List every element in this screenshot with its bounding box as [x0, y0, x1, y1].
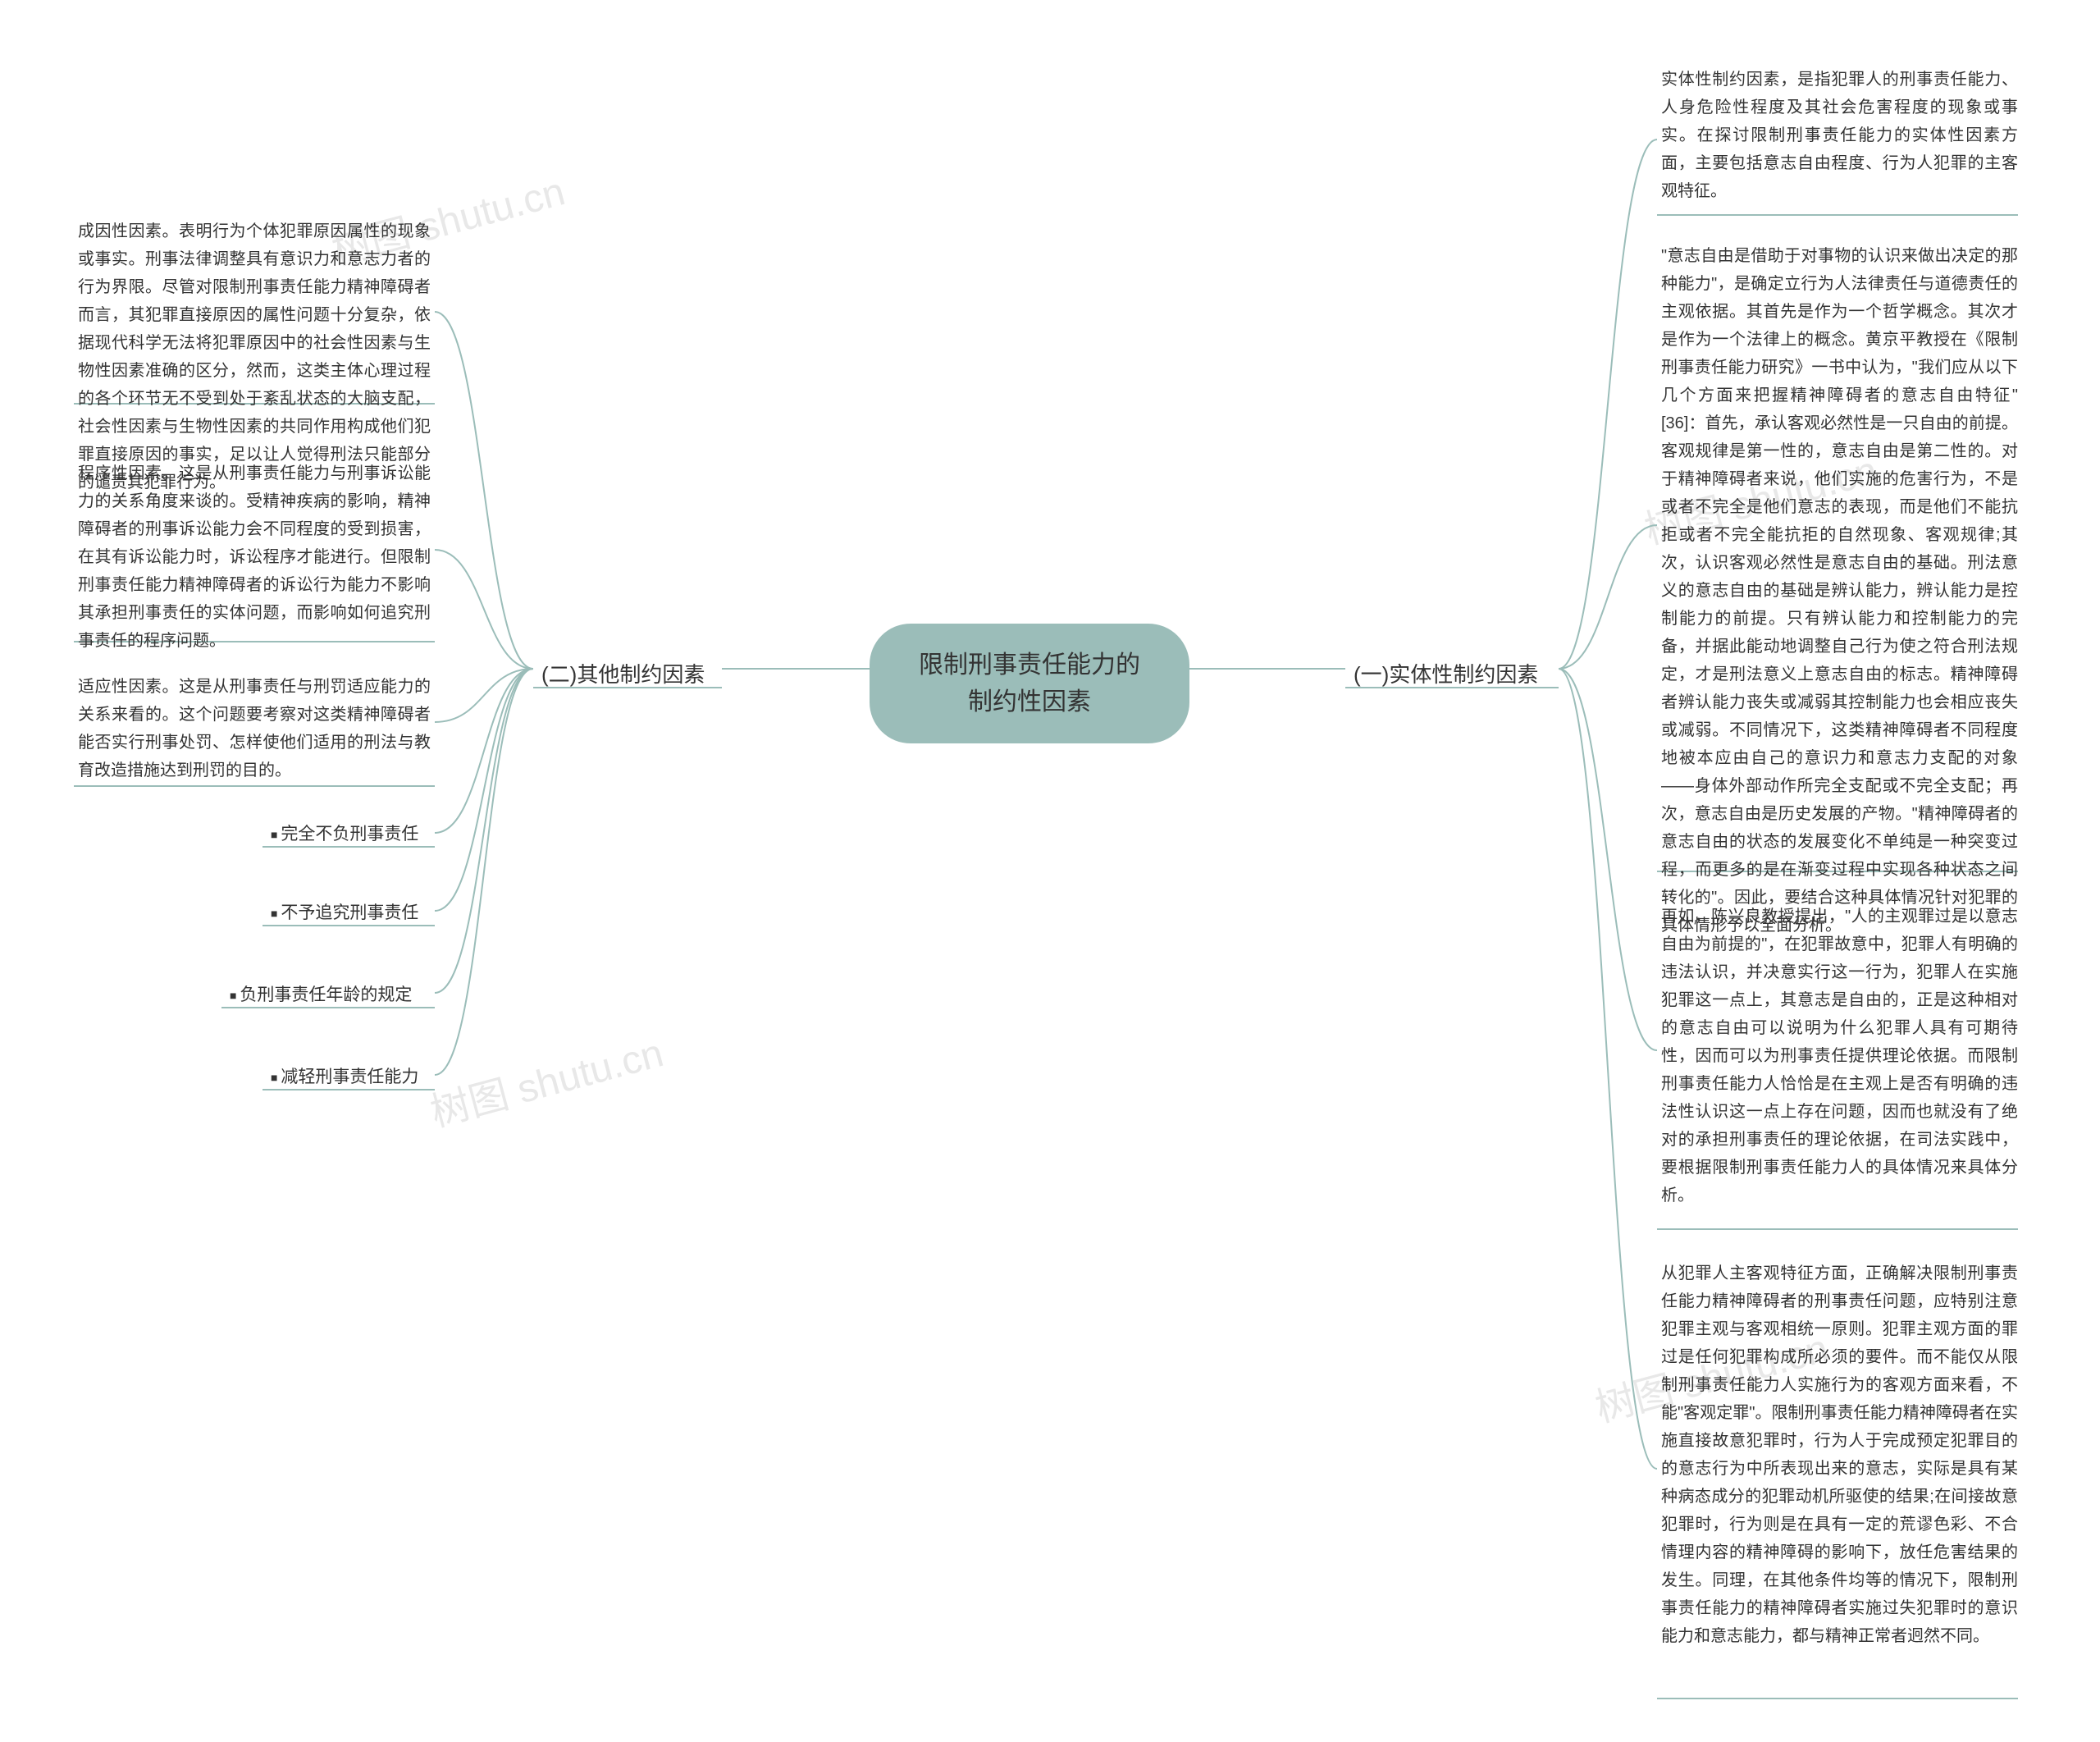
branch-right-label: (一)实体性制约因素: [1354, 662, 1538, 687]
bullet-text: 减轻刑事责任能力: [281, 1068, 418, 1086]
right-leaf-text: 再如，陈兴良教授提出，"人的主观罪过是以意志自由为前提的"，在犯罪故意中，犯罪人…: [1661, 908, 2018, 1205]
center-node: 限制刑事责任能力的制约性因素: [870, 624, 1189, 743]
left-leaf: 成因性因素。表明行为个体犯罪原因属性的现象或事实。刑事法律调整具有意识力和意志力…: [78, 217, 431, 496]
right-leaf: "意志自由是借助于对事物的认识来做出决定的那种能力"，是确定立行为人法律责任与道…: [1661, 242, 2018, 940]
branch-left: (二)其他制约因素: [541, 650, 705, 697]
branch-right: (一)实体性制约因素: [1354, 650, 1538, 697]
right-leaf-text: 从犯罪人主客观特征方面，正确解决限制刑事责任能力精神障碍者的刑事责任问题，应特别…: [1661, 1264, 2018, 1645]
left-leaf-text: 程序性因素。这是从刑事责任能力与刑事诉讼能力的关系角度来谈的。受精神疾病的影响，…: [78, 464, 431, 650]
bullet-item: 不予追究刑事责任: [271, 899, 418, 924]
right-leaf: 从犯罪人主客观特征方面，正确解决限制刑事责任能力精神障碍者的刑事责任问题，应特别…: [1661, 1260, 2018, 1650]
bullet-text: 不予追究刑事责任: [281, 903, 418, 922]
left-leaf-text: 成因性因素。表明行为个体犯罪原因属性的现象或事实。刑事法律调整具有意识力和意志力…: [78, 222, 431, 492]
branch-left-label: (二)其他制约因素: [541, 662, 705, 687]
bullet-item: 完全不负刑事责任: [271, 821, 418, 845]
bullet-text: 完全不负刑事责任: [281, 825, 418, 844]
bullet-item: 负刑事责任年龄的规定: [230, 981, 412, 1006]
right-leaf: 再如，陈兴良教授提出，"人的主观罪过是以意志自由为前提的"，在犯罪故意中，犯罪人…: [1661, 903, 2018, 1209]
bullet-item: 减轻刑事责任能力: [271, 1063, 418, 1088]
watermark: 树图 shutu.cn: [423, 1021, 669, 1138]
center-label: 限制刑事责任能力的制约性因素: [919, 652, 1140, 716]
left-leaf: 程序性因素。这是从刑事责任能力与刑事诉讼能力的关系角度来谈的。受精神疾病的影响，…: [78, 460, 431, 655]
right-leaf-text: "意志自由是借助于对事物的认识来做出决定的那种能力"，是确定立行为人法律责任与道…: [1661, 247, 2018, 935]
right-leaf: 实体性制约因素，是指犯罪人的刑事责任能力、人身危险性程度及其社会危害程度的现象或…: [1661, 66, 2018, 205]
right-leaf-text: 实体性制约因素，是指犯罪人的刑事责任能力、人身危险性程度及其社会危害程度的现象或…: [1661, 71, 2018, 200]
left-leaf-text: 适应性因素。这是从刑事责任与刑罚适应能力的关系来看的。这个问题要考察对这类精神障…: [78, 678, 431, 780]
left-leaf: 适应性因素。这是从刑事责任与刑罚适应能力的关系来看的。这个问题要考察对这类精神障…: [78, 673, 431, 784]
bullet-text: 负刑事责任年龄的规定: [240, 985, 412, 1004]
